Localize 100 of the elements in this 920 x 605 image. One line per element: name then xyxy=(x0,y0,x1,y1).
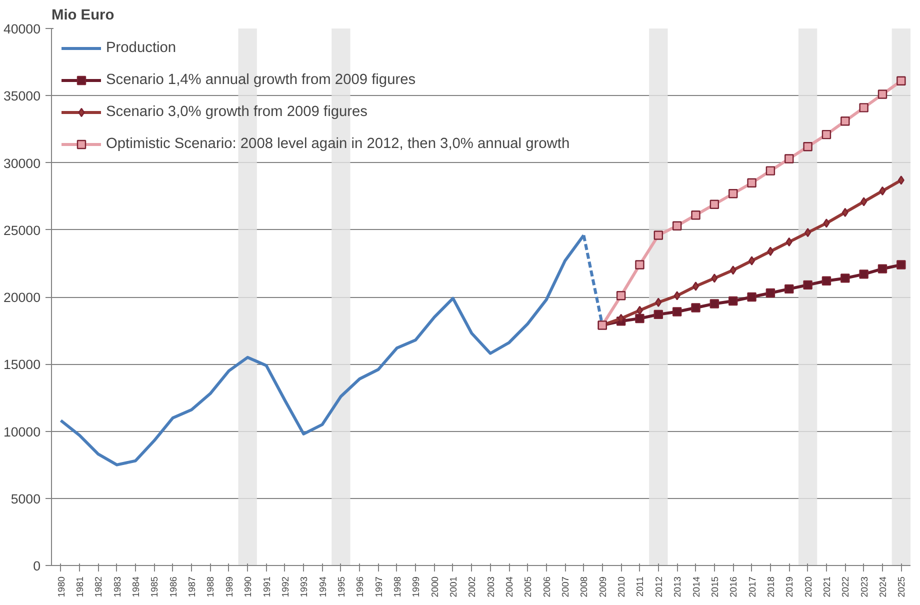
point xyxy=(691,210,700,220)
point xyxy=(896,76,906,86)
point xyxy=(842,208,848,218)
x-tick-label: 2006 xyxy=(542,576,552,598)
point xyxy=(898,176,904,185)
x-tick-label: 2023 xyxy=(859,576,870,598)
point xyxy=(896,260,906,270)
x-tick-label: 2016 xyxy=(728,576,739,598)
legend-label: Production xyxy=(106,40,176,56)
x-tick-label: 2001 xyxy=(448,576,458,598)
x-tick-label: 2021 xyxy=(822,576,832,598)
point xyxy=(786,237,792,247)
point xyxy=(710,299,720,308)
x-tick-label: 1990 xyxy=(243,576,254,598)
legend-label: Scenario 3,0% growth from 2009 figures xyxy=(106,104,368,120)
x-tick-label: 1999 xyxy=(411,576,422,598)
x-tick-label: 1981 xyxy=(75,576,86,598)
point xyxy=(859,270,868,279)
x-tick-label: 1984 xyxy=(131,576,142,598)
y-tick-label: 35000 xyxy=(3,88,40,104)
x-tick-label: 2002 xyxy=(467,576,478,598)
y-axis-title: Mio Euro xyxy=(52,8,114,24)
x-tick-label: 2007 xyxy=(560,576,571,598)
point xyxy=(672,221,682,230)
point xyxy=(840,274,850,283)
x-tick-label: 1982 xyxy=(94,576,104,598)
point xyxy=(784,154,794,164)
x-tick-label: 2013 xyxy=(672,576,683,598)
x-tick-label: 1989 xyxy=(224,576,234,598)
legend-label: Scenario 1,4% annual growth from 2009 figures xyxy=(106,72,416,88)
point xyxy=(730,266,736,275)
point xyxy=(840,116,850,126)
x-tick-label: 2012 xyxy=(654,576,664,598)
x-tick-label: 1993 xyxy=(299,576,310,598)
point xyxy=(823,218,830,228)
point xyxy=(616,291,626,300)
x-tick-label: 1998 xyxy=(392,576,402,598)
point xyxy=(803,142,812,152)
x-tick-label: 2003 xyxy=(486,576,496,598)
y-tick-label: 40000 xyxy=(3,22,40,36)
point xyxy=(766,166,776,176)
x-tick-label: 2017 xyxy=(747,576,758,598)
point xyxy=(878,90,888,99)
x-tick-label: 1995 xyxy=(336,576,346,598)
point xyxy=(728,189,738,198)
x-tick-label: 2019 xyxy=(784,576,795,598)
point xyxy=(710,200,720,209)
x-tick-label: 2024 xyxy=(878,576,888,598)
point xyxy=(654,230,663,240)
x-tick-label: 2022 xyxy=(840,576,851,598)
x-tick-label: 2018 xyxy=(766,576,776,598)
point xyxy=(635,314,644,324)
x-tick-label: 2000 xyxy=(430,576,440,598)
point xyxy=(767,246,774,256)
point xyxy=(655,298,662,307)
x-tick-label: 2011 xyxy=(635,576,646,597)
point xyxy=(747,178,756,188)
x-tick-label: 1983 xyxy=(112,576,122,598)
point xyxy=(766,288,776,298)
point xyxy=(654,310,663,320)
point xyxy=(860,197,868,206)
y-tick-label: 10000 xyxy=(3,424,40,440)
point xyxy=(804,228,812,238)
x-tick-label: 1988 xyxy=(206,576,216,598)
x-tick-label: 2014 xyxy=(691,576,702,598)
x-tick-label: 1997 xyxy=(374,576,384,598)
x-tick-label: 1996 xyxy=(355,576,366,598)
x-tick-label: 2020 xyxy=(803,576,814,598)
x-tick-label: 2008 xyxy=(579,576,590,598)
x-tick-label: 1986 xyxy=(168,576,178,598)
point xyxy=(636,306,643,316)
point xyxy=(822,276,832,286)
x-tick-label: 1985 xyxy=(150,576,160,598)
point xyxy=(674,291,680,300)
y-tick-label: 0 xyxy=(33,558,41,574)
x-tick-label: 2005 xyxy=(523,576,534,598)
x-tick-label: 2010 xyxy=(616,576,627,598)
x-tick-label: 2009 xyxy=(598,576,608,598)
point xyxy=(879,186,886,196)
point xyxy=(748,256,756,266)
y-tick-label: 25000 xyxy=(3,222,40,238)
point xyxy=(692,282,700,291)
point xyxy=(859,103,868,112)
y-tick-label: 15000 xyxy=(3,357,40,372)
point xyxy=(728,296,738,306)
y-tick-label: 30000 xyxy=(3,156,40,171)
legend-label: Optimistic Scenario: 2008 level again in 2012, then 3,0% annual growth xyxy=(106,136,570,152)
x-tick-label: 1992 xyxy=(280,576,290,598)
point xyxy=(803,280,812,290)
x-tick-label: 1994 xyxy=(318,576,328,598)
point xyxy=(672,307,682,316)
point xyxy=(635,260,644,270)
point xyxy=(691,303,700,312)
y-tick-label: 20000 xyxy=(3,290,40,305)
point xyxy=(711,274,718,283)
x-tick-label: 2015 xyxy=(710,576,720,598)
point xyxy=(784,284,794,294)
point xyxy=(878,264,888,274)
x-tick-label: 1991 xyxy=(262,576,272,598)
x-tick-label: 2004 xyxy=(504,576,515,598)
